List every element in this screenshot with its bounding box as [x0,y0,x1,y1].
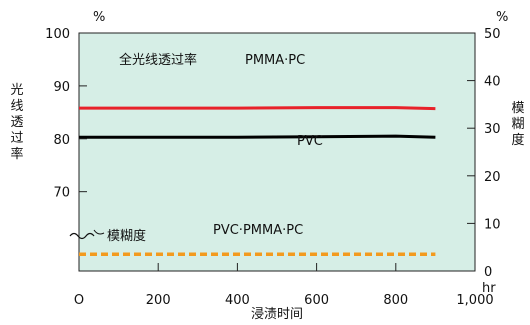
right-tick-label: 10 [484,217,501,232]
haze-annotation-leader [93,229,105,235]
axis-title-char: 光 [10,83,23,98]
x-tick-label: 800 [383,293,408,308]
right-tick-label: 40 [484,75,501,90]
left-tick-label: 80 [53,133,70,148]
axis-title-char: 线 [10,99,23,114]
axis-title-char: 度 [511,132,524,148]
axis-break-marker [69,232,95,240]
x-tick-label: 200 [146,293,171,308]
plot-area [78,32,476,272]
series-line-0 [79,106,436,111]
right-tick-label: 20 [484,170,501,185]
right-axis-title: 模糊度 [511,101,524,148]
x-axis-ticks: O 200 400 600 800 1,000 [74,263,494,308]
axis-title-char: 率 [10,146,23,162]
x-axis-title: 浸渍时间 [251,307,303,322]
left-axis-unit: % [93,10,105,25]
series-label-pvc-pmma-pc: PVC·PMMA·PC [213,223,303,238]
right-axis-unit: % [496,10,508,25]
axis-title-char: 过 [10,131,23,146]
right-axis-ticks: 0 10 20 30 40 50 [467,27,501,280]
x-tick-label: 600 [304,293,329,308]
x-tick-label: O [74,293,84,308]
axis-title-char: 模 [511,101,524,116]
right-tick-label: 50 [484,27,501,42]
left-tick-label: 100 [45,27,70,42]
series-label-pmma-pc: PMMA·PC [245,53,305,68]
left-tick-label: 70 [53,186,70,201]
axis-title-char: 糊 [511,116,524,132]
left-axis-ticks: 70 80 90 100 [45,27,87,201]
axis-title-char: 透 [10,115,23,130]
right-tick-label: 0 [484,265,492,280]
series-layer [79,106,436,257]
left-tick-label: 90 [53,80,70,95]
x-axis-unit: hr [482,281,496,296]
haze-annotation: 模糊度 [107,228,146,244]
transmittance-annotation: 全光线透过率 [119,52,197,68]
series-line-1 [79,134,436,139]
x-tick-label: 1,000 [456,293,493,308]
left-axis-title: 光线透过率 [10,83,23,162]
series-label-pvc: PVC [297,134,323,149]
x-tick-label: 400 [225,293,250,308]
right-tick-label: 30 [484,122,501,137]
